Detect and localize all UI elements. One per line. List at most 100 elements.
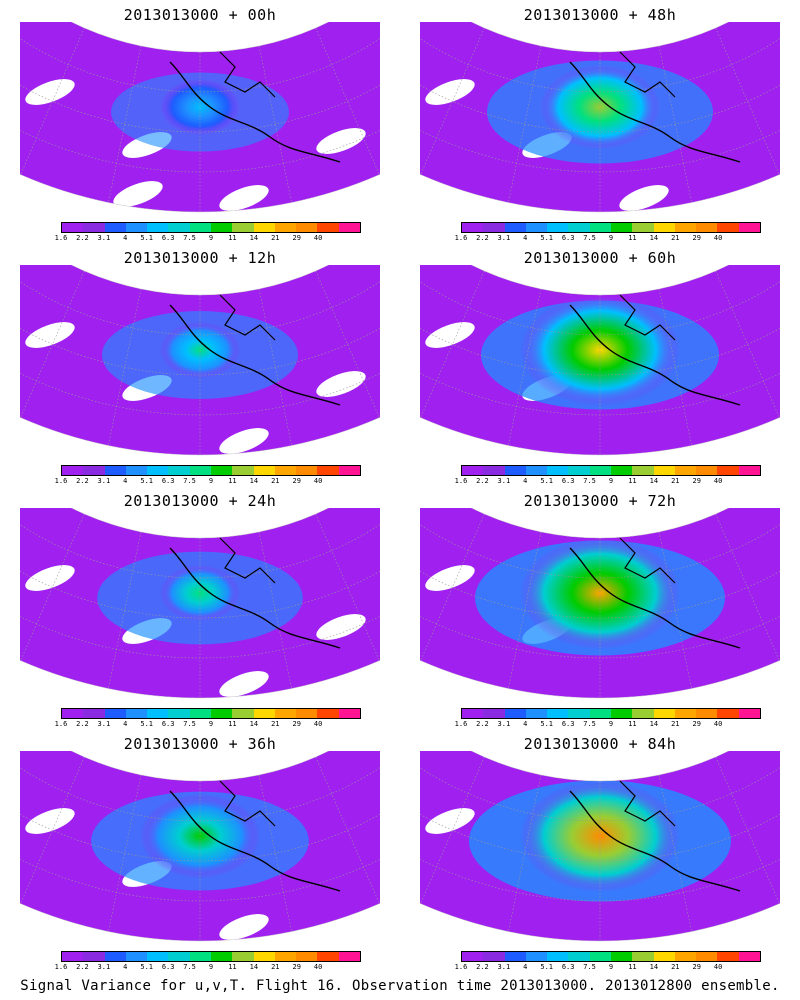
figure-caption: Signal Variance for u,v,T. Flight 16. Ob… <box>20 978 780 994</box>
colorbar-tick-label: 5.1 <box>140 234 154 242</box>
colorbar-segment <box>653 709 675 718</box>
colorbar-tick-label: 11 <box>228 720 237 728</box>
colorbar-tick-label: 21 <box>271 720 280 728</box>
colorbar-segment <box>147 466 169 475</box>
colorbar-tick-label: 9 <box>608 477 614 485</box>
colorbar-segment <box>525 709 548 718</box>
colorbar-segment <box>696 466 718 475</box>
colorbar-tick-label: 40 <box>713 963 723 971</box>
colorbar-segment <box>147 223 169 232</box>
colorbar-tick-label: 3.1 <box>97 963 111 971</box>
colorbar <box>461 951 761 962</box>
colorbar-segment <box>462 952 484 961</box>
colorbar-tick-label: 11 <box>628 477 637 485</box>
colorbar-labels: 1.6 2.2 3.1 4 5.1 6.3 7.5 9 11 14 21 29 40 <box>55 477 361 487</box>
colorbar-segment <box>462 466 484 475</box>
colorbar-segment <box>168 709 190 718</box>
colorbar-tick-label: 21 <box>271 963 280 971</box>
colorbar-segment <box>525 223 548 232</box>
colorbar-segment <box>696 709 718 718</box>
colorbar-segment <box>83 223 105 232</box>
colorbar-tick-label: 14 <box>249 234 259 242</box>
colorbar-tick-label: 2.2 <box>76 234 89 242</box>
colorbar-segment <box>610 466 633 475</box>
colorbar <box>61 951 361 962</box>
colorbar-segment <box>717 709 739 718</box>
colorbar-tick-label: 21 <box>671 963 680 971</box>
colorbar-tick-label: 6.3 <box>161 234 175 242</box>
colorbar-tick-label: 29 <box>692 720 701 728</box>
colorbar-segment <box>274 466 297 475</box>
colorbar-segment <box>296 952 318 961</box>
colorbar-segment <box>189 466 211 475</box>
colorbar <box>61 222 361 233</box>
colorbar-segment <box>483 709 505 718</box>
colorbar-segment <box>168 952 190 961</box>
colorbar-tick-label: 1.6 <box>454 477 468 485</box>
colorbar-segment <box>317 466 339 475</box>
map-plot <box>420 265 780 456</box>
colorbar-tick-label: 3.1 <box>497 963 511 971</box>
colorbar-tick-label: 14 <box>249 477 259 485</box>
colorbar-segment <box>568 952 590 961</box>
map-plot <box>420 508 780 699</box>
colorbar-tick-label: 29 <box>292 963 301 971</box>
colorbar-segment <box>189 223 211 232</box>
colorbar-segment <box>483 223 505 232</box>
colorbar-tick-label: 9 <box>208 963 214 971</box>
colorbar-tick-label: 40 <box>713 234 723 242</box>
colorbar-tick-label: 5.1 <box>540 234 554 242</box>
colorbar-segment <box>653 466 675 475</box>
colorbar-tick-label: 4 <box>523 234 528 242</box>
panel-title: 2013013000 + 60h <box>523 249 677 267</box>
colorbar-tick-label: 2.2 <box>76 720 89 728</box>
colorbar <box>61 465 361 476</box>
colorbar-segment <box>210 223 233 232</box>
colorbar-tick-label: 29 <box>292 720 301 728</box>
colorbar-tick-label: 1.6 <box>54 477 68 485</box>
colorbar-tick-label: 5.1 <box>140 477 154 485</box>
colorbar-segment <box>338 709 360 718</box>
colorbar-segment <box>717 223 739 232</box>
colorbar-tick-label: 6.3 <box>561 477 575 485</box>
colorbar-segment <box>189 952 211 961</box>
colorbar-segment <box>653 952 675 961</box>
colorbar-tick-label: 6.3 <box>161 477 175 485</box>
panel-title: 2013013000 + 48h <box>523 6 677 24</box>
panel-title: 2013013000 + 36h <box>123 735 277 753</box>
panel-12h: 2013013000 + 12h 1.6 2.2 3.1 4 5.1 6.3 7.5 9 11 1… <box>0 243 400 488</box>
colorbar-tick-label: 5.1 <box>540 477 554 485</box>
colorbar-segment <box>210 952 233 961</box>
colorbar-tick-label: 1.6 <box>54 720 68 728</box>
colorbar-tick-label: 14 <box>649 477 659 485</box>
colorbar-labels: 1.6 2.2 3.1 4 5.1 6.3 7.5 9 11 14 21 29 40 <box>455 234 761 244</box>
colorbar-tick-label: 2.2 <box>476 963 489 971</box>
colorbar-tick-label: 40 <box>713 720 723 728</box>
colorbar-tick-label: 7.5 <box>183 234 196 242</box>
colorbar-segment <box>104 952 126 961</box>
panel-84h: 2013013000 + 84h 1.6 2.2 3.1 4 5.1 6.3 7.5 9 11 1… <box>400 729 800 974</box>
colorbar-segment <box>632 223 654 232</box>
colorbar-segment <box>568 223 590 232</box>
colorbar-tick-label: 1.6 <box>454 720 468 728</box>
colorbar-tick-label: 6.3 <box>161 720 175 728</box>
colorbar-tick-label: 21 <box>271 234 280 242</box>
colorbar-tick-label: 40 <box>313 234 323 242</box>
colorbar <box>61 708 361 719</box>
colorbar-segment <box>547 709 569 718</box>
colorbar-labels: 1.6 2.2 3.1 4 5.1 6.3 7.5 9 11 14 21 29 40 <box>455 477 761 487</box>
colorbar-segment <box>168 223 190 232</box>
colorbar-segment <box>62 952 84 961</box>
map-plot <box>20 508 380 699</box>
colorbar-tick-label: 40 <box>313 963 323 971</box>
colorbar-tick-label: 21 <box>671 720 680 728</box>
colorbar-segment <box>274 223 297 232</box>
panel-24h: 2013013000 + 24h 1.6 2.2 3.1 4 5.1 6.3 7.5 9 11 1… <box>0 486 400 731</box>
colorbar-segment <box>253 952 275 961</box>
panel-60h: 2013013000 + 60h 1.6 2.2 3.1 4 5.1 6.3 7.5 9 11 1… <box>400 243 800 488</box>
colorbar-segment <box>104 223 126 232</box>
colorbar-segment <box>274 952 297 961</box>
map-plot <box>20 751 380 942</box>
colorbar-segment <box>610 709 633 718</box>
colorbar-tick-label: 4 <box>123 234 128 242</box>
